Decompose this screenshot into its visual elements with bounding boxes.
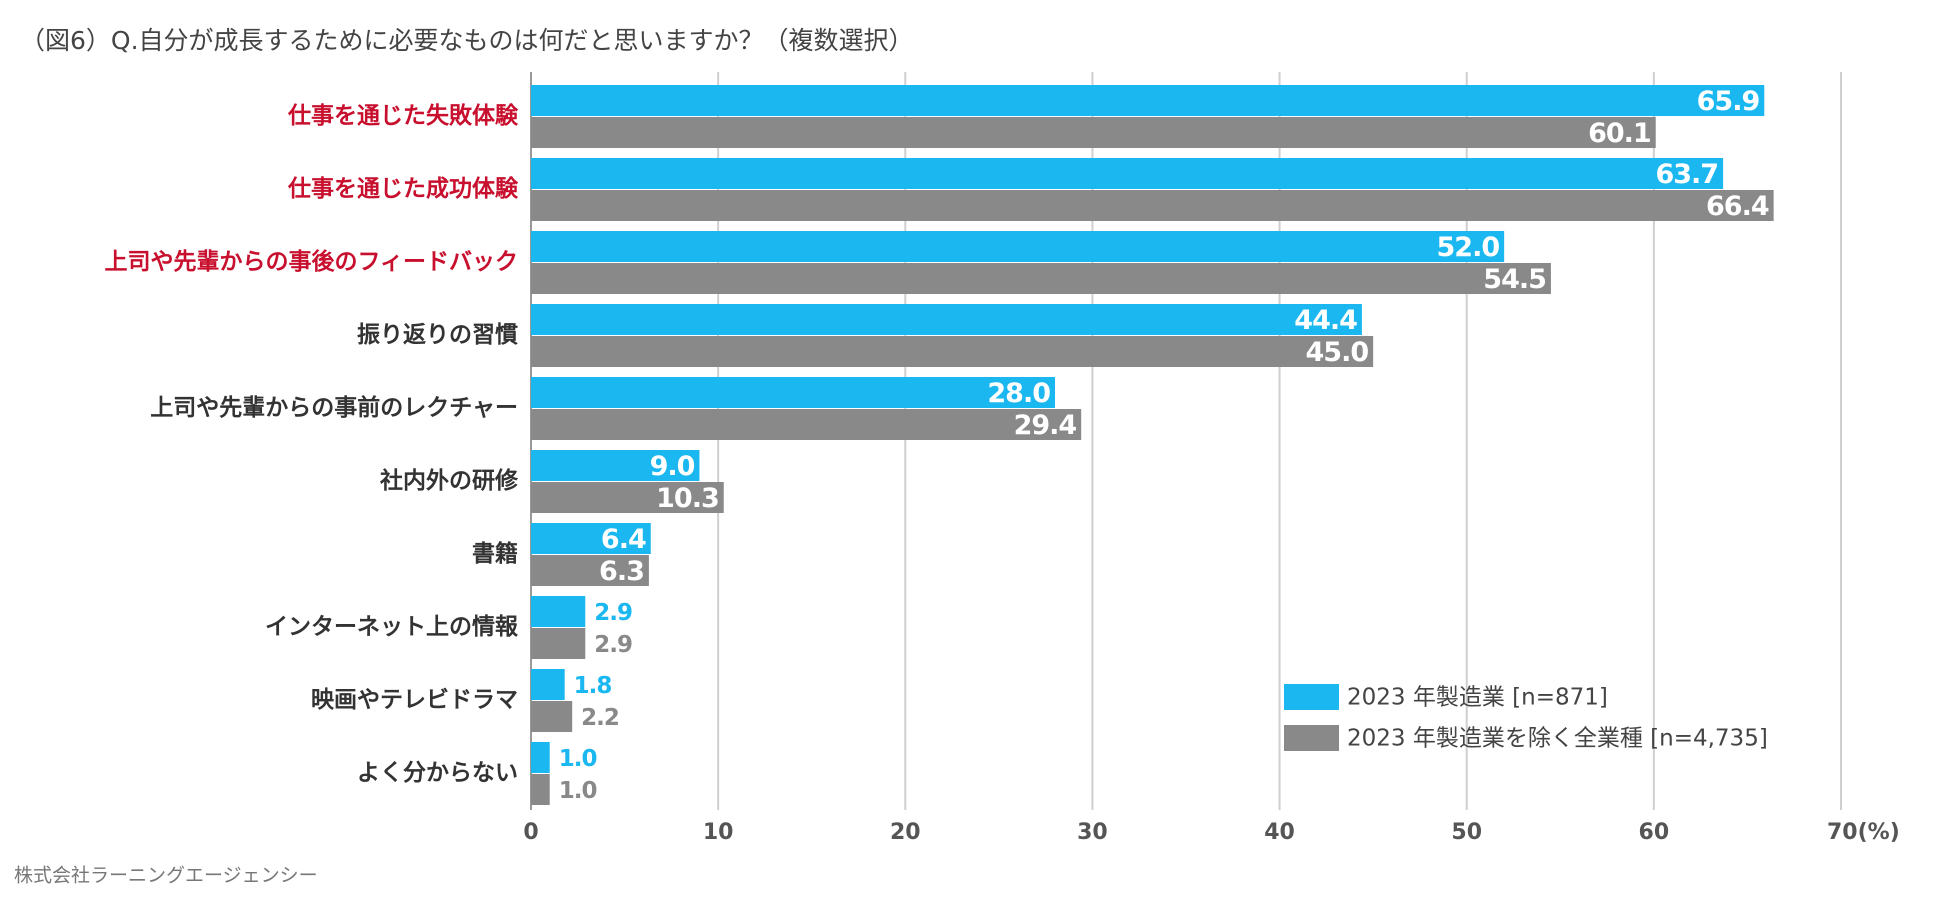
- bar: [531, 774, 550, 805]
- bar: [531, 555, 649, 586]
- x-tick-label: 10: [703, 820, 734, 845]
- y-tick-label: 上司や先輩からの事後のフィードバック: [104, 248, 518, 275]
- value-label: 65.9: [1697, 86, 1760, 117]
- bar: [531, 336, 1374, 367]
- y-tick-label: インターネット上の情報: [265, 613, 519, 640]
- bar: [531, 304, 1362, 335]
- value-label: 52.0: [1437, 232, 1500, 263]
- source: 株式会社ラーニングエージェンシー: [14, 865, 318, 887]
- value-label: 2.9: [594, 632, 632, 658]
- bar: [531, 596, 586, 627]
- legend-swatch: [1284, 725, 1339, 751]
- bar: [531, 669, 565, 700]
- y-tick-label: 映画やテレビドラマ: [311, 687, 518, 713]
- value-label: 44.4: [1294, 305, 1357, 336]
- x-tick-label: 50: [1451, 820, 1482, 845]
- bar: [531, 701, 573, 732]
- x-tick-label: 20: [890, 820, 921, 845]
- chart-title: （図6）Q.自分が成長するために必要なものは何だと思いますか？（複数選択）: [20, 26, 914, 55]
- value-label: 60.1: [1588, 118, 1651, 149]
- bar: [531, 450, 700, 481]
- legend-label: 2023 年製造業 [n=871]: [1347, 685, 1608, 711]
- x-tick-label: 60: [1639, 820, 1670, 845]
- value-label: 54.5: [1483, 264, 1546, 295]
- value-label: 2.2: [581, 705, 619, 731]
- value-label: 6.3: [599, 556, 644, 587]
- bar: [531, 85, 1765, 116]
- value-label: 63.7: [1655, 159, 1718, 190]
- x-tick-label: 30: [1077, 820, 1108, 845]
- bar: [531, 377, 1055, 408]
- bar: [531, 482, 724, 513]
- bar: [531, 628, 586, 659]
- value-label: 29.4: [1014, 410, 1077, 441]
- legend-swatch: [1284, 684, 1339, 710]
- bar: [531, 158, 1724, 189]
- bar: [531, 263, 1551, 294]
- value-label: 28.0: [987, 378, 1050, 409]
- y-tick-label: 上司や先輩からの事前のレクチャー: [150, 394, 518, 421]
- bar: [531, 523, 651, 554]
- value-label: 1.0: [559, 778, 597, 804]
- legend-label: 2023 年製造業を除く全業種 [n=4,735]: [1347, 726, 1768, 752]
- value-label: 10.3: [656, 483, 719, 514]
- bar: [531, 409, 1082, 440]
- y-tick-label: 仕事を通じた失敗体験: [287, 102, 519, 129]
- value-label: 45.0: [1306, 337, 1369, 368]
- y-tick-label: 書籍: [472, 540, 518, 567]
- value-label: 1.8: [574, 673, 612, 699]
- x-tick-label: 0: [523, 820, 538, 845]
- y-tick-label: 社内外の研修: [380, 467, 519, 494]
- y-tick-label: よく分からない: [357, 760, 518, 786]
- value-label: 9.0: [650, 451, 695, 482]
- bar: [531, 742, 550, 773]
- bar: [531, 117, 1656, 148]
- y-tick-label: 仕事を通じた成功体験: [287, 175, 519, 202]
- bar: [531, 190, 1774, 221]
- value-label: 1.0: [559, 746, 597, 772]
- value-label: 6.4: [601, 524, 646, 555]
- value-label: 66.4: [1706, 191, 1769, 222]
- x-tick-label: 40: [1264, 820, 1295, 845]
- x-tick-label: 70(%): [1827, 820, 1900, 845]
- bar: [531, 231, 1505, 262]
- y-tick-label: 振り返りの習慣: [357, 321, 518, 348]
- value-label: 2.9: [594, 600, 632, 626]
